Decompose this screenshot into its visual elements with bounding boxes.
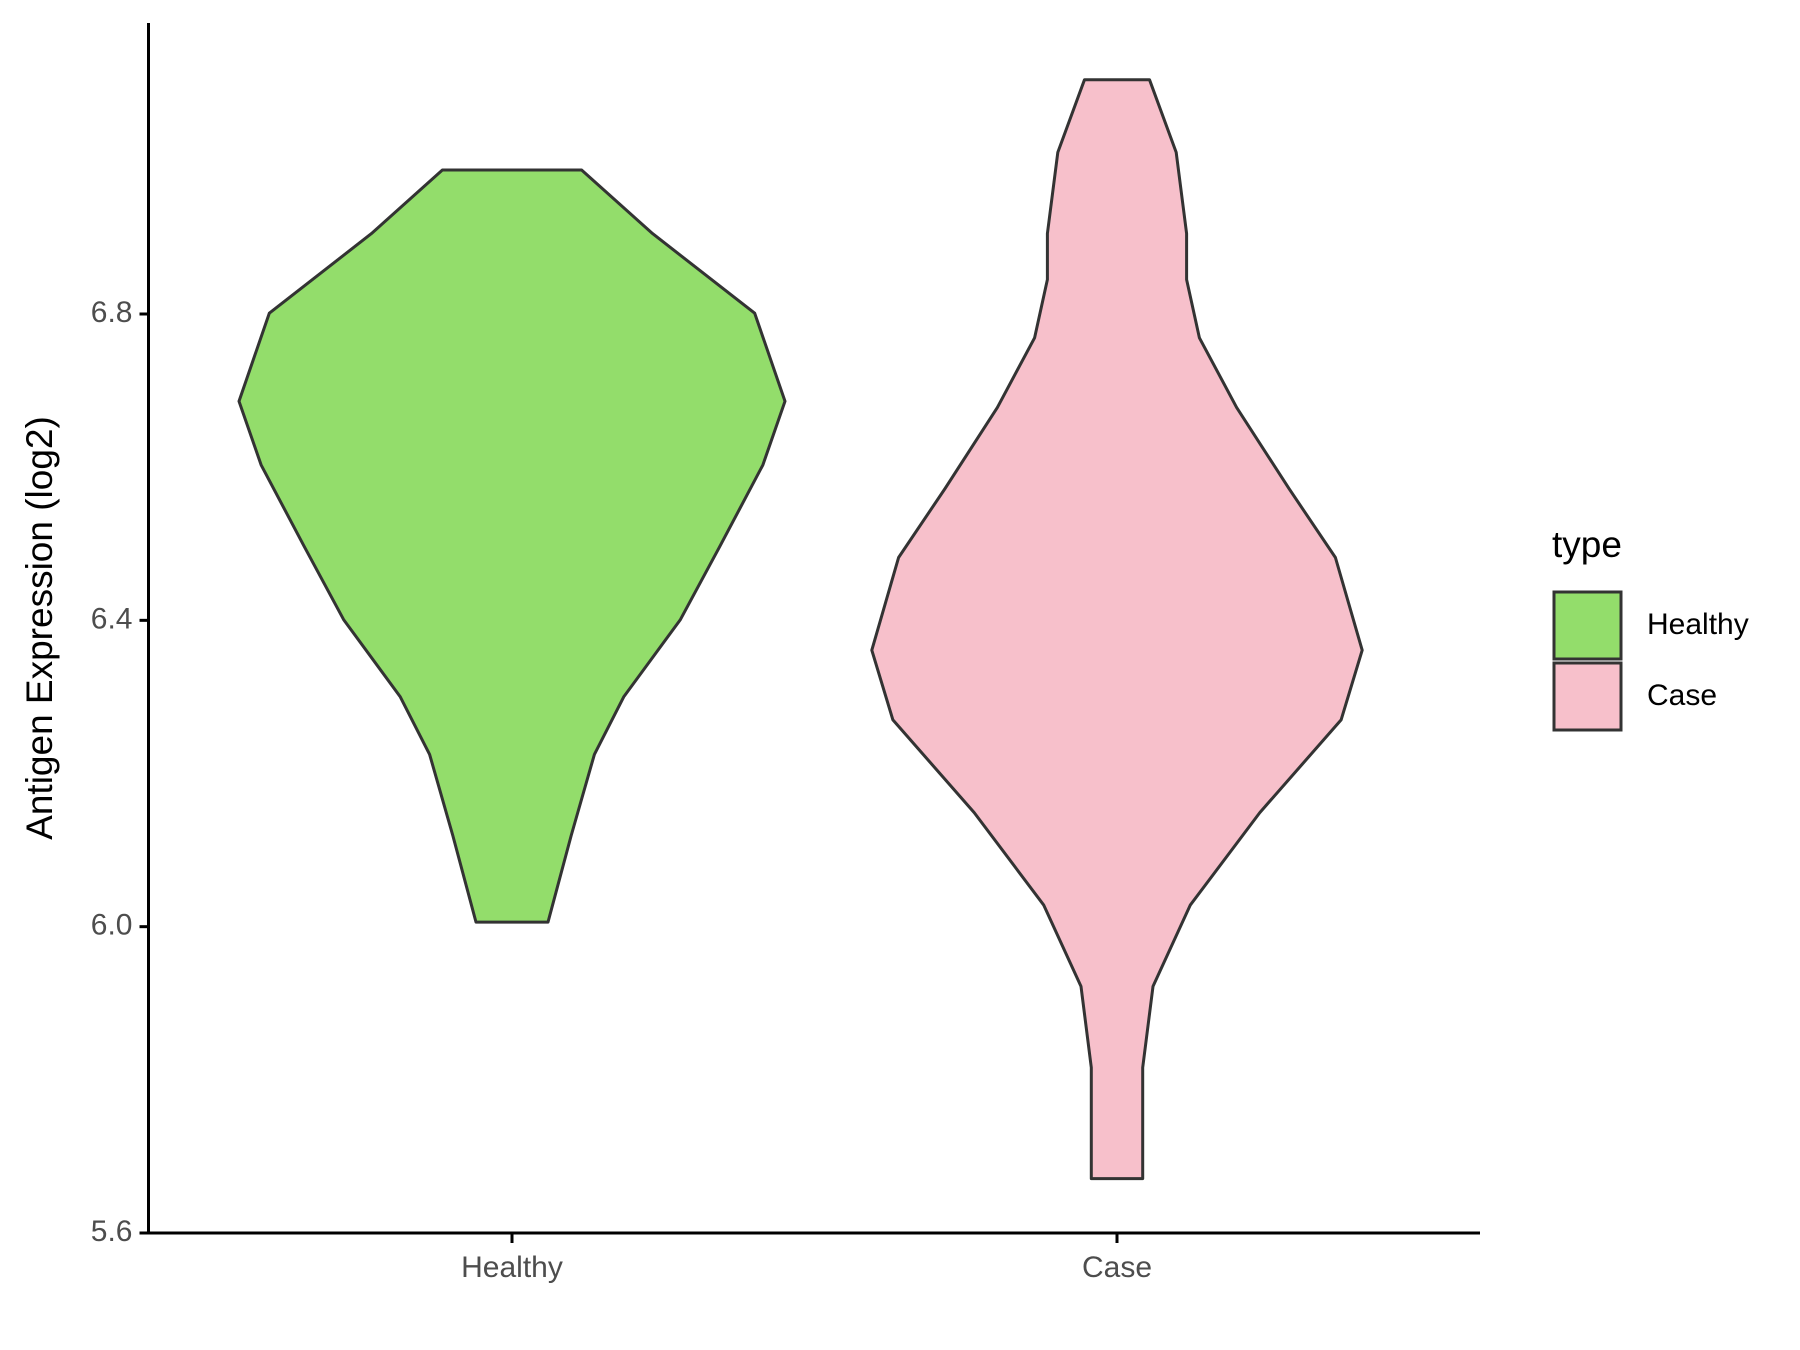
- legend-label: Case: [1647, 679, 1717, 712]
- legend-key: [1552, 661, 1623, 732]
- y-tick-label: 6.8: [91, 296, 133, 329]
- y-tick-label: 6.4: [91, 602, 133, 635]
- legend-key: [1552, 590, 1623, 661]
- x-tick-label: Case: [1082, 1251, 1152, 1284]
- y-tick-label: 6.0: [91, 909, 133, 942]
- y-axis-title: Antigen Expression (log2): [19, 416, 60, 840]
- y-tick-label: 5.6: [91, 1215, 133, 1248]
- x-tick-label: Healthy: [461, 1251, 563, 1284]
- violin: [237, 168, 787, 924]
- legend-title: type: [1552, 524, 1622, 565]
- violin: [870, 78, 1364, 1181]
- legend-label: Healthy: [1647, 608, 1749, 641]
